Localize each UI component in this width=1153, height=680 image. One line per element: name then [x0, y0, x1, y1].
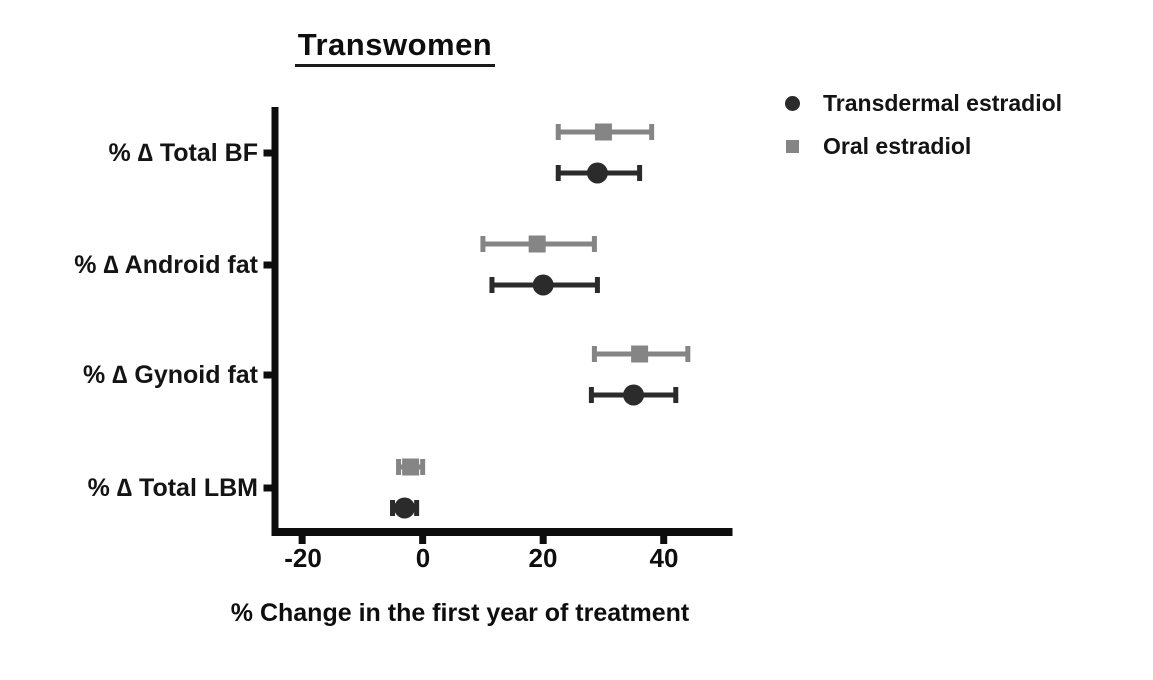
x-axis-tick--20	[298, 536, 306, 544]
error-bar-cap-right-series0-cat0	[637, 165, 643, 181]
error-bar-cap-right-series1-cat3	[420, 459, 426, 475]
data-point-series1-cat3	[402, 458, 420, 476]
data-point-series1-cat1	[528, 235, 546, 253]
error-bar-cap-left-series0-cat3	[390, 500, 396, 516]
square-marker-icon	[784, 138, 800, 154]
y-axis-tick-1	[263, 261, 272, 269]
category-label-total-lbm: % ∆ Total LBM	[87, 474, 258, 502]
x-tick-label-neg20: -20	[284, 543, 322, 573]
x-axis-tick-40	[660, 536, 668, 544]
legend-label-oral: Oral estradiol	[823, 132, 972, 159]
data-point-series1-cat0	[594, 123, 612, 141]
x-tick-label-0: 0	[415, 543, 431, 573]
x-axis-line	[271, 528, 733, 536]
error-bar-cap-left-series0-cat2	[588, 387, 594, 403]
data-point-series0-cat0	[586, 162, 608, 184]
y-axis-tick-2	[263, 371, 272, 379]
y-axis-spine	[271, 107, 279, 536]
error-bar-cap-right-series0-cat1	[594, 277, 600, 293]
data-point-series0-cat2	[623, 384, 645, 406]
x-axis-tick-20	[539, 536, 547, 544]
error-bar-cap-right-series1-cat2	[685, 346, 691, 362]
error-bar-cap-left-series1-cat0	[555, 124, 561, 140]
x-tick-label-20: 20	[528, 543, 558, 573]
error-bar-cap-right-series1-cat1	[591, 236, 597, 252]
error-bar-cap-left-series1-cat1	[480, 236, 486, 252]
legend: Transdermal estradiol Oral estradiol	[784, 86, 1062, 163]
y-axis-tick-3	[263, 484, 272, 492]
legend-label-transdermal: Transdermal estradiol	[823, 89, 1063, 116]
error-bar-cap-left-series0-cat1	[489, 277, 495, 293]
error-bar-cap-left-series1-cat3	[396, 459, 402, 475]
x-axis-title: % Change in the first year of treatment	[230, 599, 690, 627]
error-bar-cap-right-series1-cat0	[649, 124, 655, 140]
legend-item-oral-estradiol: Oral estradiol	[784, 129, 1062, 163]
data-point-series0-cat1	[532, 274, 554, 296]
error-bar-cap-right-series0-cat3	[414, 500, 420, 516]
y-axis-tick-0	[263, 149, 272, 157]
category-label-total-bf: % ∆ Total BF	[108, 139, 258, 167]
category-label-android-fat: % ∆ Android fat	[74, 251, 258, 279]
data-point-series0-cat3	[394, 497, 416, 519]
error-bar-cap-left-series1-cat2	[591, 346, 597, 362]
error-bar-cap-left-series0-cat0	[555, 165, 561, 181]
chart-title: Transwomen	[294, 27, 496, 67]
x-tick-label-40: 40	[649, 543, 679, 573]
x-axis-tick-0	[419, 536, 427, 544]
legend-item-transdermal-estradiol: Transdermal estradiol	[784, 86, 1062, 120]
chart-title-wrap: Transwomen	[230, 27, 560, 67]
category-label-gynoid-fat: % ∆ Gynoid fat	[82, 361, 258, 389]
circle-marker-icon	[784, 95, 800, 111]
error-bar-cap-right-series0-cat2	[673, 387, 679, 403]
data-point-series1-cat2	[631, 345, 649, 363]
